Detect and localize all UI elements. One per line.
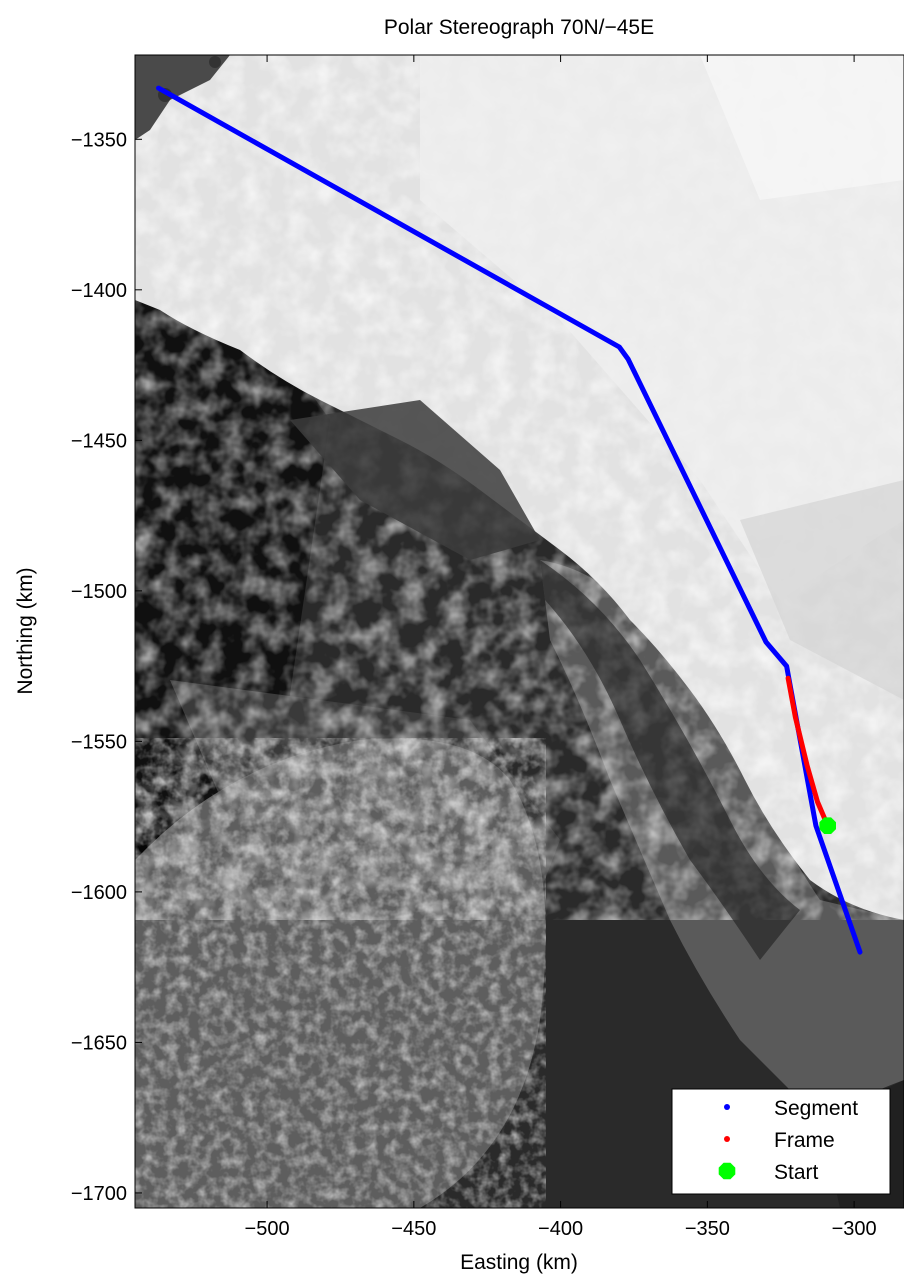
legend-segment-symbol bbox=[724, 1104, 730, 1110]
plot-area bbox=[134, 54, 904, 1209]
x-tick-label: −400 bbox=[538, 1218, 583, 1240]
y-tick-label: −1400 bbox=[71, 280, 127, 302]
x-tick-label: −350 bbox=[685, 1218, 730, 1240]
x-tick-label: −450 bbox=[391, 1218, 436, 1240]
y-axis-title: Northing (km) bbox=[14, 567, 37, 694]
y-tick-label: −1700 bbox=[71, 1183, 127, 1205]
x-axis-title: Easting (km) bbox=[460, 1251, 578, 1274]
segment-line bbox=[156, 85, 863, 955]
legend: Segment Frame Start bbox=[671, 1088, 891, 1195]
legend-box bbox=[671, 1088, 891, 1195]
satellite-imagery bbox=[135, 55, 904, 1208]
y-tick-label: −1500 bbox=[71, 581, 127, 603]
legend-segment-label: Segment bbox=[774, 1097, 858, 1120]
legend-start-symbol bbox=[718, 1162, 736, 1180]
legend-frame-label: Frame bbox=[774, 1129, 835, 1152]
y-tick-label: −1650 bbox=[71, 1032, 127, 1054]
y-tick-label: −1350 bbox=[71, 129, 127, 151]
y-tick-label: −1550 bbox=[71, 731, 127, 753]
track-series bbox=[156, 85, 863, 955]
x-tick-label: −500 bbox=[245, 1218, 290, 1240]
legend-start-label: Start bbox=[774, 1161, 819, 1184]
start-marker bbox=[819, 817, 836, 834]
x-tick-label: −300 bbox=[832, 1218, 877, 1240]
frame-line bbox=[785, 675, 831, 829]
x-axis-ticks: −500 −450 −400 −350 −300 bbox=[245, 55, 877, 1240]
y-tick-label: −1600 bbox=[71, 882, 127, 904]
legend-frame-symbol bbox=[724, 1136, 730, 1142]
plot-title: Polar Stereograph 70N/−45E bbox=[384, 16, 654, 39]
y-axis-ticks: −1350 −1400 −1450 −1500 −1550 −1600 −1650 −1700 bbox=[71, 129, 142, 1205]
y-tick-label: −1450 bbox=[71, 430, 127, 452]
